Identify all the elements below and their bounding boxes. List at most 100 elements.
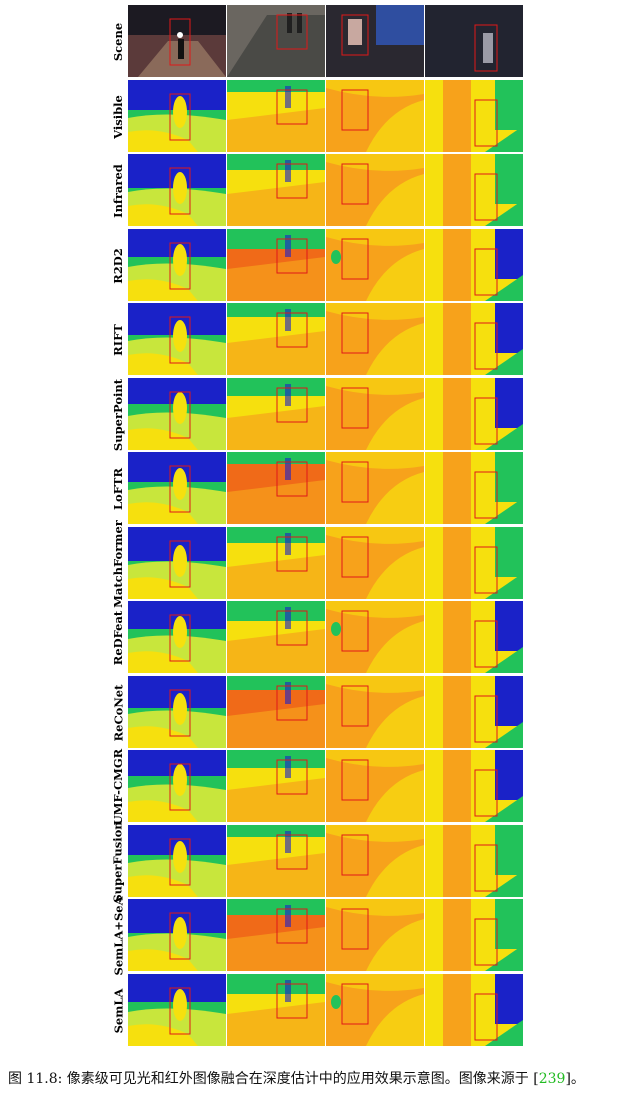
target-bounding-box bbox=[341, 908, 369, 950]
figure-image bbox=[128, 526, 226, 599]
figure-image bbox=[425, 377, 523, 450]
figure-image bbox=[326, 601, 424, 673]
caption-end: ]。 bbox=[565, 1071, 585, 1087]
row-label-text: Visible bbox=[111, 94, 126, 139]
figure-image bbox=[227, 154, 325, 226]
figure-image bbox=[326, 824, 424, 897]
target-bounding-box bbox=[276, 834, 308, 869]
target-bounding-box bbox=[276, 610, 308, 646]
figure-image bbox=[128, 377, 226, 450]
target-bounding-box bbox=[276, 238, 308, 273]
target-bounding-box bbox=[169, 614, 191, 662]
target-bounding-box bbox=[474, 99, 498, 146]
caption-text: 图 11.8: 像素级可见光和红外图像融合在深度估计中的应用效果示意图。图像来源… bbox=[8, 1071, 539, 1087]
target-bounding-box bbox=[474, 844, 498, 891]
figure-image bbox=[227, 601, 325, 673]
figure-image bbox=[128, 79, 226, 152]
target-bounding-box bbox=[169, 763, 191, 811]
target-bounding-box bbox=[474, 769, 498, 817]
target-bounding-box bbox=[341, 536, 369, 577]
target-bounding-box bbox=[169, 465, 191, 513]
figure-image bbox=[227, 824, 325, 897]
row-label-text: SemLA+SeA bbox=[111, 896, 126, 976]
figure-image bbox=[326, 899, 424, 971]
figure-image bbox=[326, 5, 424, 77]
target-bounding-box bbox=[341, 461, 369, 503]
figure-image bbox=[227, 452, 325, 524]
figure-image bbox=[227, 899, 325, 971]
target-bounding-box bbox=[276, 312, 308, 348]
target-bounding-box bbox=[474, 173, 498, 221]
target-bounding-box bbox=[474, 695, 498, 742]
target-bounding-box bbox=[474, 322, 498, 370]
figure-image bbox=[425, 601, 523, 673]
figure-image bbox=[326, 303, 424, 375]
figure-image bbox=[425, 228, 523, 301]
figure-image bbox=[326, 79, 424, 152]
target-bounding-box bbox=[341, 163, 369, 205]
target-bounding-box bbox=[474, 918, 498, 966]
figure-image bbox=[425, 5, 523, 77]
figure-image bbox=[227, 675, 325, 748]
figure-image bbox=[227, 79, 325, 152]
target-bounding-box bbox=[169, 391, 191, 438]
figure-image bbox=[128, 228, 226, 301]
target-bounding-box bbox=[276, 163, 308, 199]
target-bounding-box bbox=[276, 983, 308, 1018]
figure-image bbox=[326, 154, 424, 226]
target-bounding-box bbox=[276, 759, 308, 795]
target-bounding-box bbox=[474, 471, 498, 519]
target-bounding-box bbox=[474, 993, 498, 1040]
target-bounding-box bbox=[276, 387, 308, 422]
target-bounding-box bbox=[169, 689, 191, 736]
target-bounding-box bbox=[341, 312, 369, 354]
row-label-text: SuperPoint bbox=[111, 378, 126, 451]
row-label-text: RIFT bbox=[110, 324, 125, 356]
figure-image bbox=[128, 824, 226, 897]
target-bounding-box bbox=[169, 242, 191, 289]
figure-image bbox=[128, 5, 226, 77]
figure-image bbox=[227, 377, 325, 450]
figure-image bbox=[128, 973, 226, 1046]
figure-image bbox=[425, 675, 523, 748]
row-label-text: MatchFormer bbox=[111, 519, 126, 608]
figure-image bbox=[425, 303, 523, 375]
caption-ref-link[interactable]: 239 bbox=[538, 1071, 566, 1087]
target-bounding-box bbox=[341, 685, 369, 726]
target-bounding-box bbox=[341, 610, 369, 652]
target-bounding-box bbox=[276, 89, 308, 124]
target-bounding-box bbox=[169, 912, 191, 960]
figure-image bbox=[128, 675, 226, 748]
figure-image bbox=[128, 303, 226, 375]
figure-image bbox=[326, 675, 424, 748]
figure-image bbox=[326, 750, 424, 822]
target-bounding-box bbox=[474, 620, 498, 668]
figure-image bbox=[425, 973, 523, 1046]
figure-image bbox=[227, 750, 325, 822]
figure-caption: 图 11.8: 像素级可见光和红外图像融合在深度估计中的应用效果示意图。图像来源… bbox=[8, 1068, 630, 1090]
figure-image bbox=[227, 973, 325, 1046]
target-bounding-box bbox=[474, 546, 498, 593]
figure-image bbox=[326, 973, 424, 1046]
target-bounding-box bbox=[169, 167, 191, 215]
figure-image bbox=[227, 303, 325, 375]
figure-image bbox=[425, 824, 523, 897]
target-bounding-box bbox=[474, 248, 498, 295]
figure-image bbox=[227, 5, 325, 77]
figure-image bbox=[425, 154, 523, 226]
target-bounding-box bbox=[341, 238, 369, 279]
figure-grid: Scene Visible Infrared R2D2 RIFT SuperPoint Lo… bbox=[110, 5, 523, 1046]
target-bounding-box bbox=[169, 838, 191, 885]
target-bounding-box bbox=[276, 14, 308, 50]
target-bounding-box bbox=[169, 540, 191, 587]
target-bounding-box bbox=[341, 834, 369, 875]
target-bounding-box bbox=[276, 908, 308, 944]
figure-image bbox=[326, 526, 424, 599]
target-bounding-box bbox=[276, 461, 308, 497]
row-label-text: LoFTR bbox=[111, 467, 126, 511]
figure-image bbox=[227, 526, 325, 599]
figure-image bbox=[326, 377, 424, 450]
target-bounding-box bbox=[169, 18, 191, 66]
figure-image bbox=[326, 452, 424, 524]
target-bounding-box bbox=[169, 316, 191, 364]
